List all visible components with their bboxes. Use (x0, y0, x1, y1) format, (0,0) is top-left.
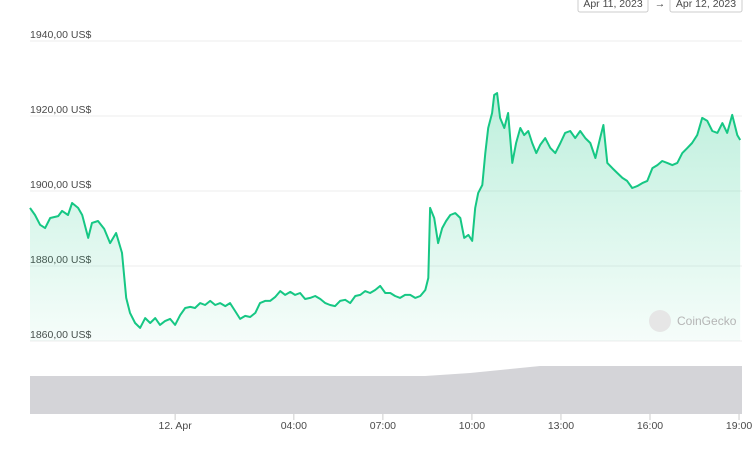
watermark-group: CoinGecko (649, 310, 737, 332)
price-line (29, 92, 742, 329)
date-from[interactable]: Apr 11, 2023 (583, 0, 643, 10)
x-tick-label: 04:00 (281, 420, 307, 432)
watermark: CoinGecko (677, 314, 737, 328)
date-to[interactable]: Apr 12, 2023 (676, 0, 736, 10)
y-tick-label: 1940,00 US$ (30, 29, 91, 41)
y-tick-label: 1920,00 US$ (30, 104, 91, 116)
x-tick-label: 19:00 (726, 420, 752, 432)
y-tick-label: 1900,00 US$ (30, 179, 91, 191)
watermark-logo (649, 310, 671, 332)
x-tick-label: 13:00 (548, 420, 574, 432)
price-area (30, 93, 741, 341)
x-tick-label: 12. Apr (158, 420, 192, 432)
date-to-box[interactable] (669, 0, 743, 13)
x-tick-label: 16:00 (637, 420, 663, 432)
x-tick-label: 07:00 (370, 420, 396, 432)
date-separator: → (655, 0, 666, 10)
x-tick-label: 10:00 (459, 420, 485, 432)
volume-band (30, 366, 742, 414)
date-from-box[interactable] (577, 0, 649, 13)
